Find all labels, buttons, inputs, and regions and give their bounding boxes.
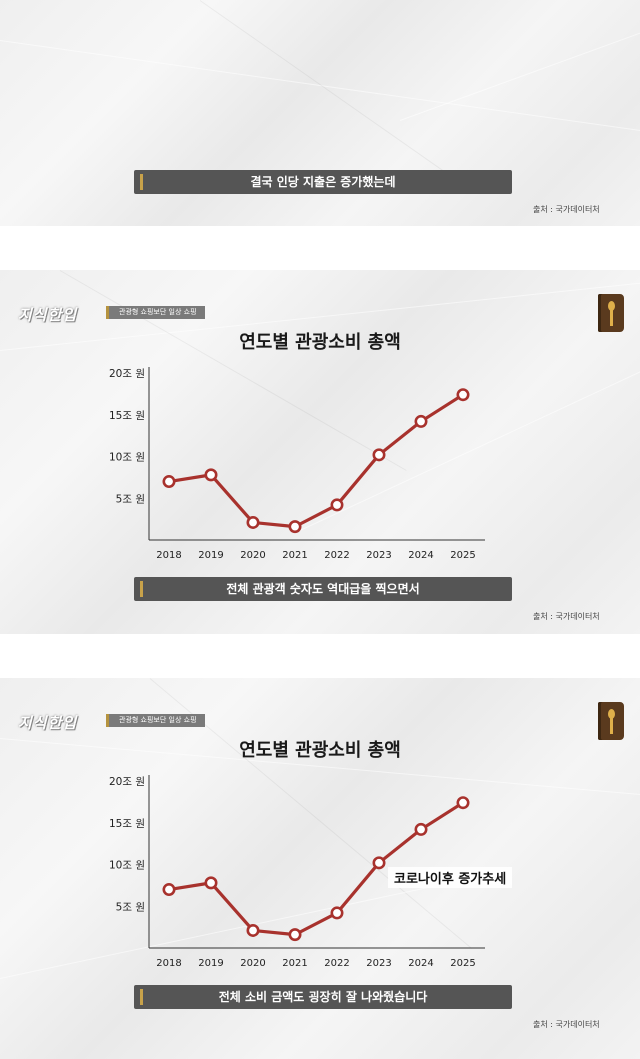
x-tick-label: 2022	[324, 550, 349, 561]
x-tick-label: 2024	[408, 550, 433, 561]
caption-bar: 전체 소비 금액도 굉장히 잘 나와줬습니다	[134, 985, 512, 1009]
chart-title: 연도별 관광소비 총액	[239, 740, 401, 761]
data-point	[204, 468, 218, 482]
source-credit: 출처 : 국가데이터처	[533, 612, 600, 621]
x-tick-label: 2022	[324, 958, 349, 969]
data-point	[162, 475, 176, 489]
chart-annotation: 코로나이후 증가추세	[388, 867, 513, 888]
data-point	[414, 414, 428, 428]
x-tick-label: 2019	[198, 958, 223, 969]
line-chart: 5조 원 10조 원 15조 원 20조 원 2018 2019 2020 2021 2022 2…	[109, 775, 485, 969]
data-point	[246, 923, 260, 937]
x-tick-label: 2024	[408, 958, 433, 969]
source-credit: 출처 : 국가데이터처	[533, 1020, 600, 1029]
x-tick-label: 2019	[198, 550, 223, 561]
y-tick-label: 15조 원	[109, 818, 145, 830]
y-tick-label: 15조 원	[109, 410, 145, 422]
x-tick-label: 2025	[450, 550, 475, 561]
y-tick-label: 20조 원	[109, 368, 145, 380]
data-point	[246, 515, 260, 529]
data-point	[456, 388, 470, 402]
series-line	[168, 393, 464, 529]
panel-3: 지식한입 관광형 쇼핑보단 일상 쇼핑 연도별 관광소비 총액 5조 원 10조 …	[0, 678, 640, 1059]
data-point	[456, 796, 470, 810]
line-chart: 5조 원 10조 원 15조 원 20조 원 2018 2019 2020 2021 2022 2…	[109, 367, 485, 561]
x-tick-label: 2018	[156, 550, 181, 561]
x-tick-label: 2018	[156, 958, 181, 969]
source-credit: 출처 : 국가데이터처	[533, 205, 600, 214]
data-point	[372, 448, 386, 462]
x-tick-label: 2020	[240, 550, 265, 561]
data-point	[330, 498, 344, 512]
book-spoon-icon	[598, 294, 624, 332]
data-point	[414, 822, 428, 836]
book-spoon-icon	[598, 702, 624, 740]
channel-logo: 지식한입	[18, 306, 78, 324]
data-point	[330, 906, 344, 920]
channel-logo: 지식한입	[18, 714, 78, 732]
y-tick-label: 10조 원	[109, 860, 145, 872]
x-tick-label: 2021	[282, 958, 307, 969]
panel-2: 지식한입 관광형 쇼핑보단 일상 쇼핑 연도별 관광소비 총액 5조 원 10조 …	[0, 270, 640, 634]
y-tick-label: 5조 원	[116, 901, 145, 913]
data-point	[288, 928, 302, 942]
y-tick-label: 5조 원	[116, 493, 145, 505]
series-line	[168, 801, 464, 937]
segment-tag: 관광형 쇼핑보단 일상 쇼핑	[106, 306, 205, 319]
x-tick-label: 2025	[450, 958, 475, 969]
caption-bar: 결국 인당 지출은 증가했는데	[134, 170, 512, 194]
data-point	[204, 876, 218, 890]
segment-tag: 관광형 쇼핑보단 일상 쇼핑	[106, 714, 205, 727]
y-tick-label: 20조 원	[109, 776, 145, 788]
y-tick-label: 10조 원	[109, 452, 145, 464]
caption-bar: 전체 관광객 숫자도 역대급을 찍으면서	[134, 577, 512, 601]
data-point	[288, 520, 302, 534]
x-tick-label: 2023	[366, 958, 391, 969]
data-point	[372, 856, 386, 870]
chart-title: 연도별 관광소비 총액	[239, 332, 401, 353]
x-tick-label: 2023	[366, 550, 391, 561]
data-point	[162, 883, 176, 897]
x-tick-label: 2021	[282, 550, 307, 561]
x-tick-label: 2020	[240, 958, 265, 969]
